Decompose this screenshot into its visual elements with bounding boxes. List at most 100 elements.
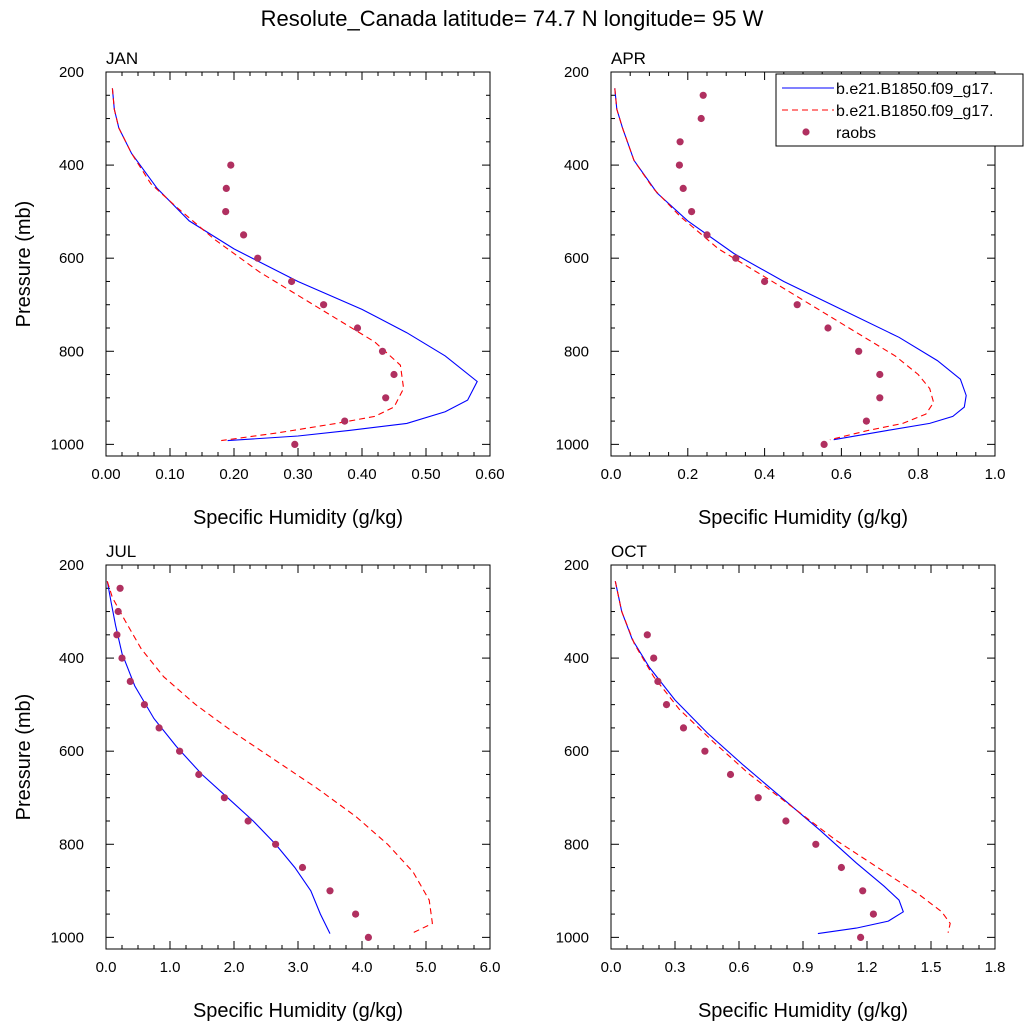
series-line-model-1 [111,88,478,442]
y-tick-label: 800 [564,836,589,853]
y-tick-label: 400 [564,157,589,174]
obs-point [126,677,134,686]
obs-point [326,887,334,895]
x-tick-label: 3.0 [288,959,309,976]
obs-point [732,254,740,262]
obs-point [220,794,228,802]
plot-frame [610,564,996,950]
obs-point [118,654,126,662]
x-tick-label: 1.0 [160,959,181,976]
panel-title: APR [611,49,646,68]
y-tick-label: 1000 [556,929,589,946]
obs-point [726,770,735,779]
obs-point [662,701,671,709]
obs-point [222,208,230,216]
obs-point [140,701,148,709]
x-tick-label: 0.2 [677,466,698,483]
obs-point [675,161,684,169]
obs-point [298,863,307,872]
obs-point [869,910,878,918]
obs-point [254,254,262,262]
obs-point [114,607,122,616]
x-tick-label: 0.50 [411,466,440,483]
main-title: Resolute_Canada latitude= 74.7 N longitu… [261,6,764,31]
y-axis-label: Pressure (mb) [13,201,35,328]
obs-point [643,631,651,639]
obs-point [761,277,769,286]
panel-title: JUL [106,542,136,561]
obs-point [857,933,865,942]
x-tick-label: 0.20 [219,466,248,483]
y-tick-label: 200 [59,557,84,574]
x-tick-label: 0.8 [908,466,929,483]
y-tick-label: 800 [564,343,589,360]
x-tick-label: 0.0 [96,959,117,976]
x-tick-label: 1.0 [985,466,1006,483]
obs-point [382,394,390,402]
x-tick-label: 0.4 [754,466,775,483]
obs-point [176,747,184,755]
obs-point [650,654,658,662]
y-tick-label: 800 [59,343,84,360]
obs-point [837,863,846,872]
plot-frame [105,564,491,950]
series-line-model-2 [614,581,951,933]
obs-point [862,417,871,425]
series-line-model-2 [106,581,433,934]
obs-point [782,817,790,825]
obs-point [793,301,801,309]
x-tick-label: 5.0 [416,959,437,976]
obs-point [390,370,398,379]
panels: JAN 0.00 0.10 0.20 0.30 0.40 0.50 0.60 200 400 600… [13,49,1005,1022]
obs-point [688,208,696,216]
y-tick-label: 1000 [51,436,84,453]
y-tick-label: 600 [564,743,589,760]
x-tick-label: 0.10 [155,466,184,483]
x-axis-label: Specific Humidity (g/kg) [698,1000,908,1022]
legend-label: b.e21.B1850.f09_g17. [836,81,993,98]
obs-point [272,840,280,848]
panel-title: OCT [611,542,647,561]
series-line-model-1 [614,581,904,935]
panel-jan: JAN 0.00 0.10 0.20 0.30 0.40 0.50 0.60 200 400 600… [13,49,505,529]
x-tick-label: 0.9 [793,959,814,976]
x-tick-label: 1.2 [857,959,878,976]
x-tick-label: 0.0 [601,959,622,976]
x-tick-label: 6.0 [480,959,501,976]
obs-point [227,161,235,169]
panel-title: JAN [106,49,138,68]
legend-label: raobs [836,125,876,142]
y-tick-label: 600 [59,250,84,267]
obs-point [654,677,662,686]
obs-point [701,747,709,755]
obs-point [824,324,832,332]
plot-frame [105,71,491,457]
legend-marker-raobs [802,128,810,136]
y-tick-label: 200 [564,64,589,81]
y-tick-label: 400 [59,157,84,174]
y-tick-label: 200 [564,557,589,574]
y-tick-label: 200 [59,64,84,81]
obs-point [855,347,863,355]
x-axis-label: Specific Humidity (g/kg) [193,507,403,529]
series-line-model-2 [614,88,935,441]
obs-point [820,440,828,448]
series-line-model-2 [111,88,405,442]
x-tick-label: 0.6 [831,466,852,483]
x-tick-label: 0.60 [475,466,504,483]
obs-point [859,887,867,895]
y-tick-label: 600 [564,250,589,267]
x-tick-label: 1.5 [921,959,942,976]
x-tick-label: 0.00 [91,466,120,483]
x-axis-label: Specific Humidity (g/kg) [698,507,908,529]
x-tick-label: 0.0 [601,466,622,483]
series-line-model-1 [614,88,967,441]
obs-point [291,440,299,448]
obs-point [352,910,360,918]
x-tick-label: 0.6 [729,959,750,976]
x-tick-label: 4.0 [352,959,373,976]
obs-point [703,231,711,239]
x-tick-label: 0.40 [347,466,376,483]
y-tick-label: 1000 [51,929,84,946]
x-axis-label: Specific Humidity (g/kg) [193,1000,403,1022]
